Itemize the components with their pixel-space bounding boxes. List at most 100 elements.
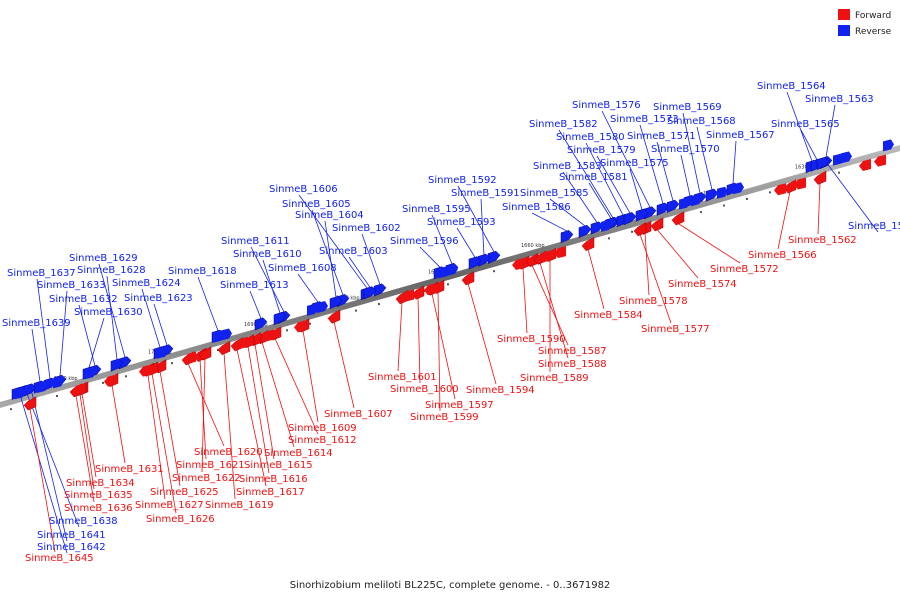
- gene-arrow-unlabeled[interactable]: [539, 250, 551, 263]
- gene-label[interactable]: SinmeB_1604: [295, 210, 364, 221]
- gene-label[interactable]: SinmeB_1568: [667, 116, 736, 127]
- gene-label[interactable]: SinmeB_1591: [451, 188, 520, 199]
- gene-label[interactable]: SinmeB_1637: [7, 268, 76, 279]
- gene-label[interactable]: SinmeB_1580: [556, 132, 625, 143]
- gene-arrow-unlabeled[interactable]: [859, 158, 871, 171]
- gene-arrow-unlabeled[interactable]: [774, 183, 786, 196]
- gene-label[interactable]: SinmeB_1562: [788, 235, 857, 246]
- gene-label[interactable]: SinmeB_1608: [268, 263, 337, 274]
- gene-label[interactable]: SinmeB_1629: [69, 253, 138, 264]
- gene-arrow-unlabeled[interactable]: [554, 246, 566, 259]
- gene-arrow-unlabeled[interactable]: [601, 219, 612, 232]
- gene-arrow-unlabeled[interactable]: [691, 194, 702, 207]
- gene-arrow-body[interactable]: [110, 358, 124, 372]
- gene-label[interactable]: SinmeB_1639: [2, 318, 71, 329]
- gene-label[interactable]: SinmeB_1616: [239, 474, 308, 485]
- gene-arrow-unlabeled[interactable]: [37, 381, 48, 394]
- gene-arrow-body[interactable]: [635, 208, 649, 222]
- gene-label[interactable]: SinmeB_1623: [124, 293, 193, 304]
- gene-arrow-body[interactable]: [816, 156, 830, 171]
- gene-arrow-body[interactable]: [198, 346, 212, 361]
- gene-arrow[interactable]: [525, 252, 539, 268]
- gene-label[interactable]: SinmeB_1579: [567, 145, 636, 156]
- gene-label[interactable]: SinmeB_1615: [244, 460, 313, 471]
- gene-arrow-unlabeled[interactable]: [402, 289, 414, 302]
- gene-label[interactable]: SinmeB_1620: [194, 447, 263, 458]
- gene-label[interactable]: SinmeB_1622: [172, 473, 241, 484]
- gene-label[interactable]: SinmeB_1561: [848, 221, 900, 232]
- gene-label[interactable]: SinmeB_1625: [150, 487, 219, 498]
- gene-label[interactable]: SinmeB_1628: [77, 265, 146, 276]
- gene-label[interactable]: SinmeB_1566: [748, 250, 817, 261]
- gene-arrow[interactable]: [560, 230, 574, 244]
- gene-label[interactable]: SinmeB_1573: [610, 114, 679, 125]
- gene-label[interactable]: SinmeB_1572: [710, 264, 779, 275]
- gene-arrow-body[interactable]: [633, 222, 647, 237]
- gene-arrow-body[interactable]: [623, 212, 637, 226]
- gene-arrow[interactable]: [273, 312, 287, 326]
- gene-label[interactable]: SinmeB_1602: [332, 223, 401, 234]
- gene-arrow[interactable]: [327, 309, 341, 324]
- gene-label[interactable]: SinmeB_1624: [112, 278, 181, 289]
- gene-arrow-body[interactable]: [373, 283, 387, 297]
- gene-arrow[interactable]: [813, 170, 827, 185]
- gene-arrow-body[interactable]: [671, 211, 685, 226]
- gene-arrow-body[interactable]: [525, 252, 539, 268]
- gene-arrow[interactable]: [23, 396, 37, 411]
- gene-label[interactable]: SinmeB_1570: [651, 144, 720, 155]
- gene-label[interactable]: SinmeB_1576: [572, 100, 641, 111]
- gene-arrow[interactable]: [633, 222, 647, 237]
- gene-arrow-unlabeled[interactable]: [184, 351, 196, 364]
- gene-label[interactable]: SinmeB_1617: [236, 487, 305, 498]
- gene-arrow-body[interactable]: [650, 217, 664, 232]
- gene-arrow[interactable]: [623, 212, 637, 226]
- gene-arrow-body[interactable]: [578, 224, 592, 239]
- gene-arrow[interactable]: [816, 156, 830, 171]
- gene-arrow[interactable]: [198, 346, 212, 361]
- gene-arrow-unlabeled[interactable]: [262, 329, 274, 342]
- gene-label[interactable]: SinmeB_1618: [168, 266, 237, 277]
- gene-arrow-unlabeled[interactable]: [15, 387, 26, 400]
- gene-label[interactable]: SinmeB_1605: [282, 199, 351, 210]
- gene-arrow-body[interactable]: [363, 286, 377, 300]
- gene-label[interactable]: SinmeB_1630: [74, 307, 143, 318]
- gene-label[interactable]: SinmeB_1567: [706, 130, 775, 141]
- gene-arrow-body[interactable]: [273, 312, 287, 326]
- gene-label[interactable]: SinmeB_1585: [520, 188, 589, 199]
- gene-arrow-unlabeled[interactable]: [307, 303, 318, 316]
- gene-arrow[interactable]: [581, 236, 595, 252]
- gene-label[interactable]: SinmeB_1626: [146, 514, 215, 525]
- gene-label[interactable]: SinmeB_1601: [368, 372, 437, 383]
- gene-label[interactable]: SinmeB_1612: [288, 435, 357, 446]
- gene-arrow-unlabeled[interactable]: [72, 383, 84, 396]
- gene-label[interactable]: SinmeB_1597: [425, 400, 494, 411]
- gene-label[interactable]: SinmeB_1592: [428, 175, 497, 186]
- gene-arrow-unlabeled[interactable]: [841, 151, 852, 164]
- gene-label[interactable]: SinmeB_1611: [221, 236, 290, 247]
- gene-arrow[interactable]: [705, 188, 719, 202]
- gene-arrow-body[interactable]: [329, 296, 343, 310]
- gene-arrow-unlabeled[interactable]: [221, 328, 232, 341]
- gene-label[interactable]: SinmeB_1610: [233, 249, 302, 260]
- gene-label[interactable]: SinmeB_1571: [627, 131, 696, 142]
- gene-arrow[interactable]: [487, 250, 501, 265]
- gene-arrow-body[interactable]: [327, 309, 341, 324]
- gene-arrow-body[interactable]: [217, 340, 231, 356]
- gene-label[interactable]: SinmeB_1634: [66, 478, 135, 489]
- gene-label[interactable]: SinmeB_1565: [771, 119, 840, 130]
- gene-arrow[interactable]: [635, 208, 649, 222]
- gene-arrow-unlabeled[interactable]: [236, 336, 248, 349]
- gene-arrow-unlabeled[interactable]: [733, 182, 744, 195]
- gene-arrow-body[interactable]: [254, 317, 268, 331]
- gene-arrow-unlabeled[interactable]: [157, 346, 168, 359]
- gene-arrow[interactable]: [363, 286, 377, 300]
- gene-arrow-unlabeled[interactable]: [317, 301, 328, 314]
- gene-label[interactable]: SinmeB_1613: [220, 280, 289, 291]
- gene-label[interactable]: SinmeB_1595: [402, 204, 471, 215]
- gene-arrow[interactable]: [671, 211, 685, 226]
- gene-arrow-unlabeled[interactable]: [512, 258, 524, 271]
- gene-label[interactable]: SinmeB_1599: [410, 412, 479, 423]
- gene-arrow-unlabeled[interactable]: [53, 376, 64, 389]
- gene-arrow[interactable]: [468, 256, 482, 270]
- gene-arrow-body[interactable]: [705, 188, 719, 202]
